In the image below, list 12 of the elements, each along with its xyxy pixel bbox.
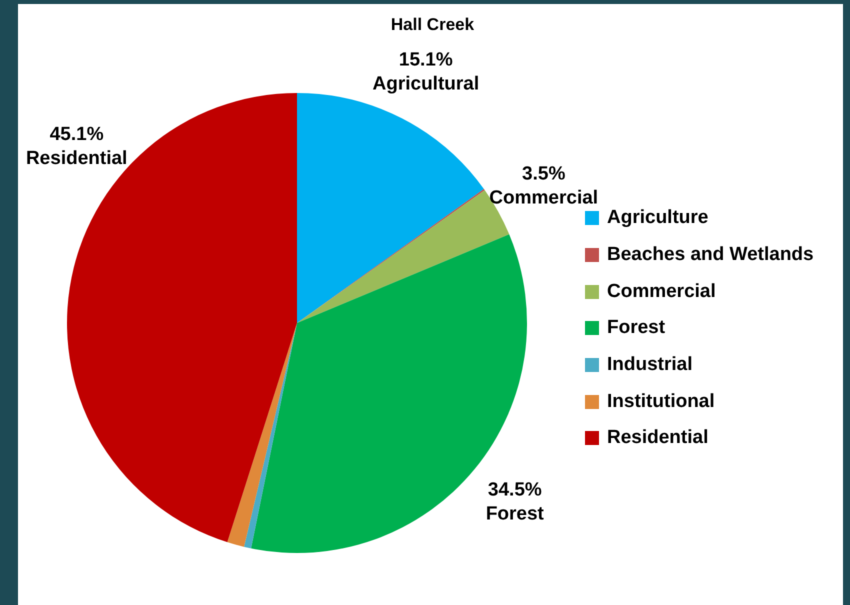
data-label: 45.1% Residential — [26, 124, 128, 170]
data-label: 3.5% Commercial — [489, 164, 598, 209]
legend-label: Commercial — [607, 280, 716, 303]
legend-label: Beaches and Wetlands — [607, 244, 814, 266]
legend-label: Institutional — [607, 390, 715, 413]
legend-label: Industrial — [607, 354, 693, 376]
legend-label: Agriculture — [607, 207, 708, 230]
data-label: 15.1% Agricultural — [372, 49, 480, 94]
legend-label: Forest — [607, 317, 666, 340]
chart-title: Hall Creek — [390, 15, 476, 35]
legend-label: Residential — [607, 427, 708, 450]
data-label: 34.5% Forest — [486, 479, 545, 524]
